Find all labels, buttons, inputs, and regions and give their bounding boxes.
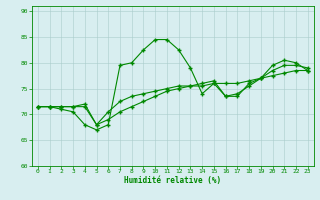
X-axis label: Humidité relative (%): Humidité relative (%) [124, 176, 221, 185]
